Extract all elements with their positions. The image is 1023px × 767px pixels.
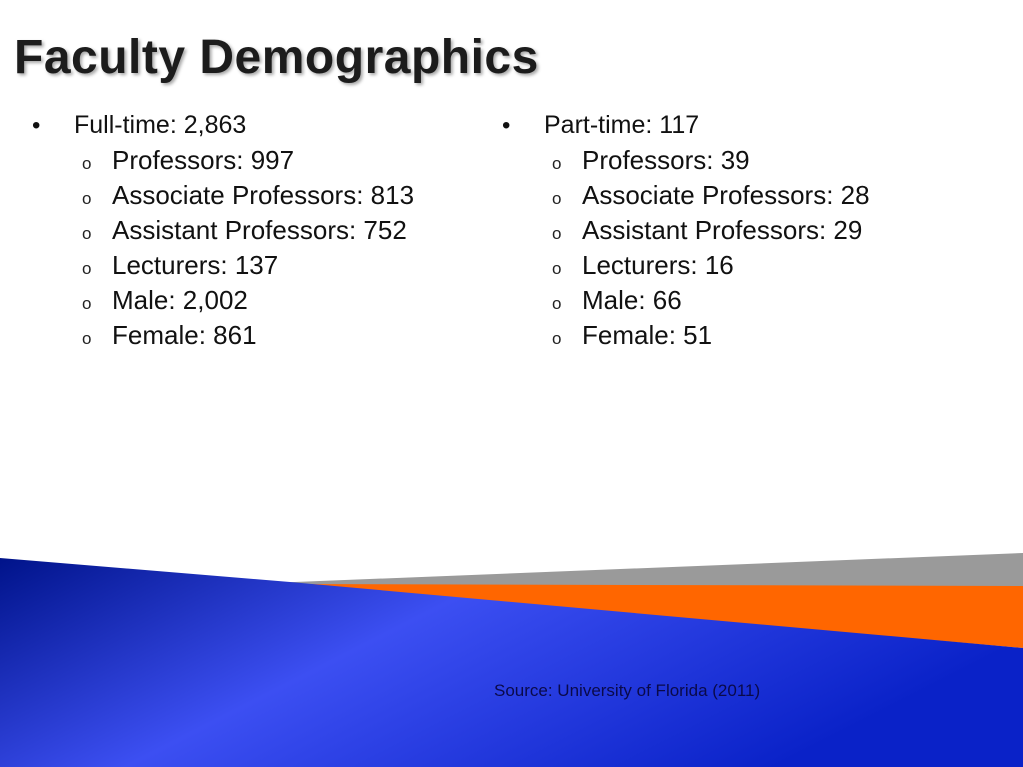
bullet-icon: •: [32, 112, 41, 139]
sub-bullet-icon: o: [552, 189, 562, 208]
gray-stripe: [270, 553, 1023, 586]
list-item: o Assistant Professors: 752: [30, 213, 414, 248]
list-item: o Professors: 39: [500, 143, 870, 178]
list-item: o Associate Professors: 813: [30, 178, 414, 213]
sub-bullet-icon: o: [552, 224, 562, 243]
list-item: o Lecturers: 16: [500, 248, 870, 283]
bullet-icon: •: [502, 112, 511, 139]
part-time-item: • Part-time: 117: [500, 108, 870, 143]
list-item: o Female: 861: [30, 318, 414, 353]
list-item: o Female: 51: [500, 318, 870, 353]
list-item: o Male: 2,002: [30, 283, 414, 318]
part-time-breakdown: o Professors: 39 o Associate Professors: 2…: [500, 143, 870, 353]
sub-bullet-icon: o: [552, 294, 562, 313]
source-citation: Source: University of Florida (2011): [494, 681, 761, 700]
sub-bullet-icon: o: [82, 224, 92, 243]
sub-bullet-icon: o: [552, 259, 562, 278]
full-time-label: Full-time: 2,863: [74, 111, 247, 139]
blue-swoosh: [0, 558, 1023, 767]
sub-bullet-icon: o: [82, 294, 92, 313]
list-item: o Lecturers: 137: [30, 248, 414, 283]
sub-bullet-icon: o: [82, 259, 92, 278]
list-item: o Associate Professors: 28: [500, 178, 870, 213]
sub-bullet-icon: o: [82, 189, 92, 208]
sub-bullet-icon: o: [552, 329, 562, 348]
part-time-label: Part-time: 117: [544, 111, 700, 139]
sub-bullet-icon: o: [82, 154, 92, 173]
full-time-breakdown: o Professors: 997 o Associate Professors: …: [30, 143, 414, 353]
full-time-item: • Full-time: 2,863: [30, 108, 414, 143]
page-title: Faculty Demographics: [14, 31, 539, 84]
list-item: o Assistant Professors: 29: [500, 213, 870, 248]
list-item: o Male: 66: [500, 283, 870, 318]
part-time-column: • Part-time: 117 o Professors: 39 o Associ…: [500, 108, 870, 353]
full-time-column: • Full-time: 2,863 o Professors: 997 o Ass…: [30, 108, 414, 353]
list-item: o Professors: 997: [30, 143, 414, 178]
sub-bullet-icon: o: [552, 154, 562, 173]
sub-bullet-icon: o: [82, 329, 92, 348]
